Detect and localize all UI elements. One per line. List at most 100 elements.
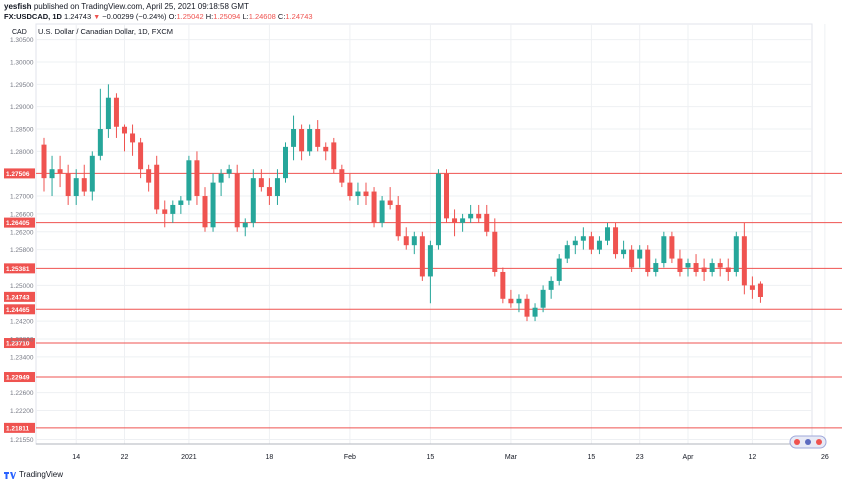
candle[interactable] xyxy=(653,258,659,277)
candle[interactable] xyxy=(202,187,208,232)
candle[interactable] xyxy=(572,236,578,255)
candle[interactable] xyxy=(379,196,385,228)
candle[interactable] xyxy=(403,227,409,250)
candle[interactable] xyxy=(556,254,562,286)
candle[interactable] xyxy=(170,200,176,223)
candle[interactable] xyxy=(81,164,87,197)
candle[interactable] xyxy=(524,294,530,322)
candle[interactable] xyxy=(395,196,401,241)
candle[interactable] xyxy=(741,222,747,295)
symbol-name[interactable]: FX:USDCAD, 1D xyxy=(4,12,62,21)
candle[interactable] xyxy=(57,155,63,188)
candle[interactable] xyxy=(291,115,297,161)
candle[interactable] xyxy=(661,231,667,268)
candle[interactable] xyxy=(355,182,361,205)
candle[interactable] xyxy=(105,84,111,138)
candle[interactable] xyxy=(749,276,755,299)
candle[interactable] xyxy=(725,258,731,281)
last-price-label: 1.24743 xyxy=(6,294,30,301)
candle[interactable] xyxy=(315,120,321,152)
candle[interactable] xyxy=(323,142,329,161)
candle[interactable] xyxy=(548,276,554,299)
candle[interactable] xyxy=(331,137,337,174)
candle[interactable] xyxy=(146,164,152,192)
candle[interactable] xyxy=(540,285,546,313)
candle-body xyxy=(178,200,184,205)
footer-brand[interactable]: TradingView xyxy=(4,470,63,479)
candle[interactable] xyxy=(218,169,224,197)
candle[interactable] xyxy=(387,187,393,210)
candle[interactable] xyxy=(516,294,522,313)
candle[interactable] xyxy=(97,88,103,161)
candle-body xyxy=(186,160,192,201)
candle[interactable] xyxy=(580,227,586,250)
candle[interactable] xyxy=(347,173,353,201)
candle[interactable] xyxy=(621,240,627,259)
candle[interactable] xyxy=(178,196,184,214)
candle[interactable] xyxy=(669,231,675,264)
candle[interactable] xyxy=(266,178,272,205)
candle[interactable] xyxy=(605,222,610,246)
candle[interactable] xyxy=(234,164,240,232)
x-tick-label: 14 xyxy=(72,454,80,461)
candle[interactable] xyxy=(258,169,264,192)
candle[interactable] xyxy=(89,151,95,201)
candle[interactable] xyxy=(226,164,232,179)
candle[interactable] xyxy=(629,245,635,272)
candle[interactable] xyxy=(476,204,482,223)
candle[interactable] xyxy=(371,187,377,228)
candle[interactable] xyxy=(435,169,441,250)
candle[interactable] xyxy=(113,93,119,138)
candle[interactable] xyxy=(299,124,305,161)
candle[interactable] xyxy=(637,245,643,268)
candle[interactable] xyxy=(596,236,602,255)
candle[interactable] xyxy=(242,218,248,237)
candle-body xyxy=(65,173,71,197)
candle[interactable] xyxy=(508,289,514,308)
candle[interactable] xyxy=(492,218,498,277)
candle[interactable] xyxy=(419,231,425,281)
candle[interactable] xyxy=(162,200,168,228)
candle[interactable] xyxy=(194,151,200,205)
candle[interactable] xyxy=(250,169,256,228)
candle[interactable] xyxy=(460,213,466,232)
candle[interactable] xyxy=(484,204,490,237)
candle[interactable] xyxy=(210,173,216,232)
candle[interactable] xyxy=(709,258,715,277)
candle[interactable] xyxy=(49,155,55,197)
candle[interactable] xyxy=(444,169,449,223)
candle[interactable] xyxy=(41,137,47,192)
candle[interactable] xyxy=(122,124,127,152)
candle[interactable] xyxy=(452,209,458,237)
candle[interactable] xyxy=(73,169,79,205)
candle[interactable] xyxy=(186,155,192,205)
candle[interactable] xyxy=(307,124,313,156)
candle[interactable] xyxy=(500,267,506,304)
candle[interactable] xyxy=(613,222,619,259)
candle[interactable] xyxy=(645,245,651,277)
author-name[interactable]: yesfish xyxy=(4,2,32,11)
candle[interactable] xyxy=(693,254,699,277)
candle[interactable] xyxy=(677,249,683,277)
candle[interactable] xyxy=(564,240,570,264)
candle[interactable] xyxy=(130,124,136,156)
candle[interactable] xyxy=(701,258,707,281)
chart-grid xyxy=(35,23,826,445)
candle[interactable] xyxy=(411,231,417,255)
candle[interactable] xyxy=(154,155,160,214)
candle[interactable] xyxy=(468,204,474,223)
candle[interactable] xyxy=(363,182,369,205)
candle[interactable] xyxy=(274,169,280,205)
candle[interactable] xyxy=(427,240,433,304)
candle[interactable] xyxy=(733,231,739,277)
candle[interactable] xyxy=(339,164,345,188)
candle[interactable] xyxy=(685,258,691,277)
candle[interactable] xyxy=(588,231,594,255)
candle[interactable] xyxy=(532,303,538,322)
candle[interactable] xyxy=(138,137,144,179)
candle[interactable] xyxy=(717,258,723,277)
candle[interactable] xyxy=(283,142,288,183)
candle[interactable] xyxy=(757,281,763,303)
candle[interactable] xyxy=(65,164,71,205)
